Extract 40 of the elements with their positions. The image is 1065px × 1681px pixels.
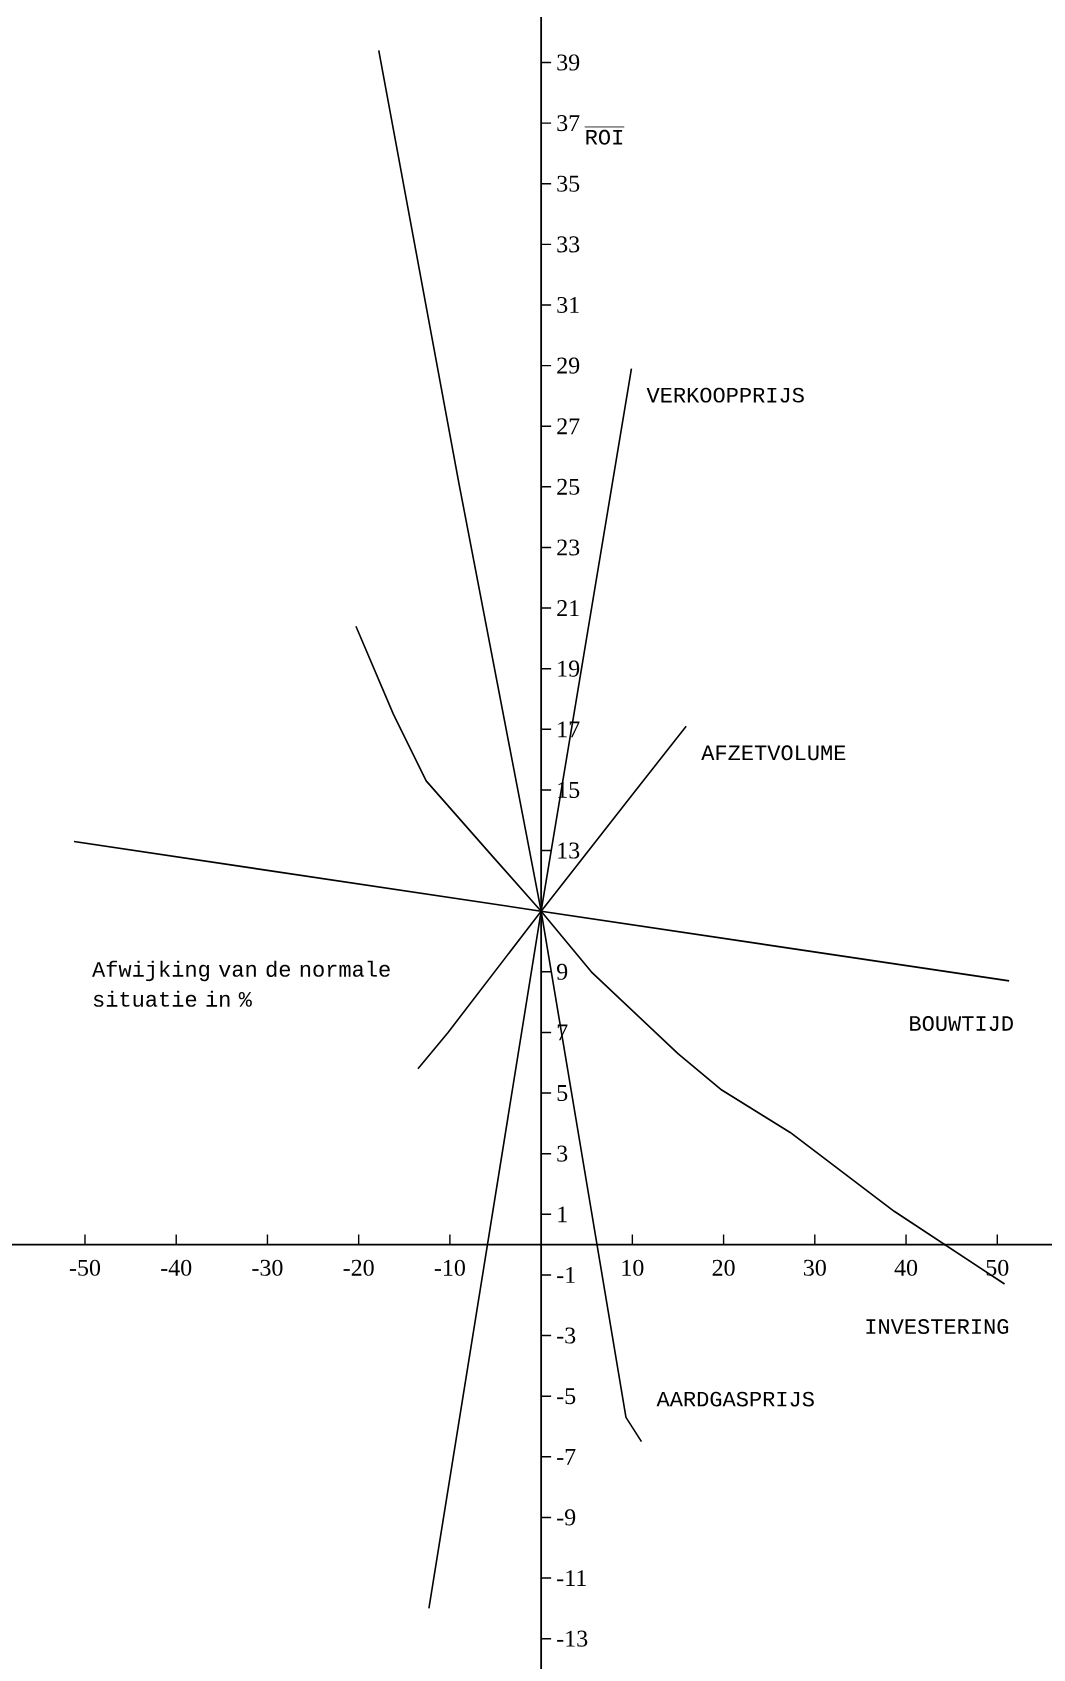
y-tick-label: 13: [558, 842, 580, 859]
series-label: BOUWTIJD: [910, 1015, 1013, 1031]
y-tick-label: 29: [557, 357, 580, 374]
series-label: AARDGASPRIJS: [656, 1391, 814, 1407]
x-tick-label: -20: [343, 1259, 374, 1276]
y-tick-label: 23: [557, 539, 580, 556]
y-tick-label: 27: [557, 418, 580, 435]
y-tick-label: 21: [557, 600, 579, 617]
y-tick-label: -1: [557, 1267, 575, 1283]
y-tick-label: 35: [557, 175, 580, 192]
y-tick-label: 37: [557, 115, 580, 132]
y-tick-label: 9: [556, 963, 568, 980]
x-tick-label: -50: [69, 1259, 101, 1276]
x-tick-label: -40: [161, 1259, 192, 1276]
y-tick-label: -7: [557, 1448, 576, 1465]
y-tick-label: 1: [558, 1206, 567, 1223]
y-tick-label: -13: [557, 1630, 588, 1647]
y-tick-label: 3: [557, 1145, 568, 1162]
series-label: AFZETVOLUME: [701, 745, 846, 761]
x-axis-title: Afwijking van de normale situatie in %: [92, 960, 390, 1007]
series-label: INVESTERING: [866, 1319, 1009, 1335]
y-tick-label: 31: [557, 296, 579, 313]
x-tick-label: 10: [622, 1259, 644, 1276]
x-tick-label: -10: [434, 1259, 465, 1276]
x-tick-label: 30: [803, 1259, 826, 1276]
y-axis-title: ROI: [586, 129, 623, 145]
x-tick-label: -30: [252, 1259, 283, 1276]
y-tick-label: -9: [557, 1509, 576, 1526]
series-label: VERKOOPPRIJS: [646, 387, 804, 403]
x-tick-label: 40: [894, 1259, 918, 1276]
y-tick-label: 25: [557, 478, 580, 495]
x-tick-label: 50: [986, 1259, 1009, 1276]
y-tick-label: -3: [557, 1327, 576, 1344]
y-tick-label: 39: [557, 54, 580, 71]
y-tick-label: -5: [557, 1388, 576, 1405]
y-tick-label: 5: [557, 1085, 568, 1102]
y-tick-label: -11: [557, 1570, 586, 1586]
x-tick-label: 20: [712, 1259, 735, 1276]
y-tick-label: 19: [558, 660, 580, 677]
y-tick-label: 33: [557, 236, 580, 253]
